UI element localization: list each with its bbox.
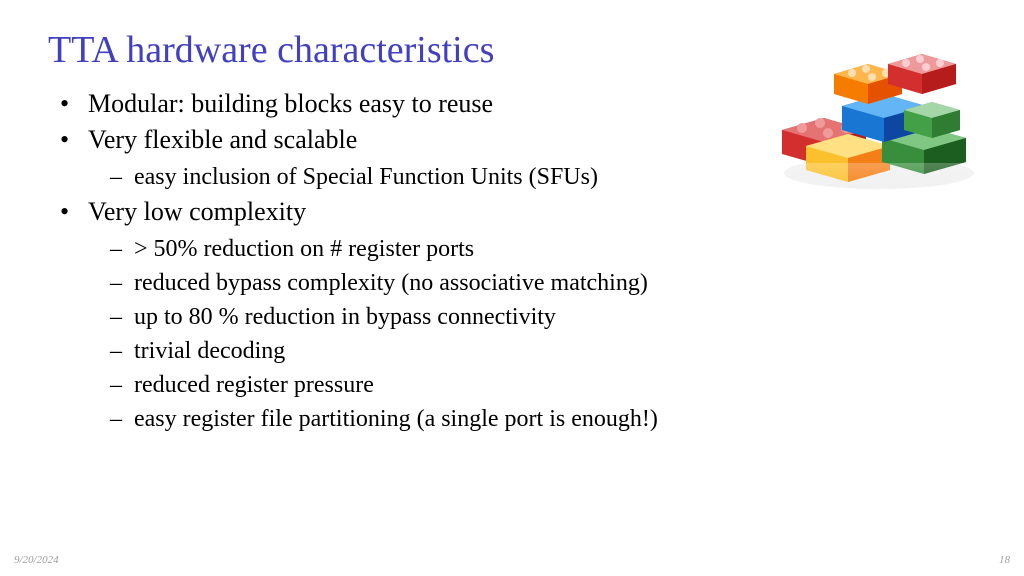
- bullet-text: Very low complexity: [88, 197, 306, 226]
- bullet-text: Very flexible and scalable: [88, 125, 357, 154]
- sub-text: reduced register pressure: [134, 372, 374, 398]
- sub-text: easy register file partitioning (a singl…: [134, 406, 658, 432]
- slide: TTA hardware characteristics Modular: bu…: [0, 0, 1024, 576]
- sub-item: trivial decoding: [110, 334, 976, 368]
- footer-page-number: 18: [999, 554, 1010, 566]
- sub-item-highlight: up to 80 % reduction in bypass connectiv…: [110, 300, 976, 334]
- footer-date: 9/20/2024: [14, 554, 59, 566]
- sub-item: reduced bypass complexity (no associativ…: [110, 266, 976, 300]
- sub-text: easy inclusion of Special Function Units…: [134, 164, 598, 190]
- sub-list: > 50% reduction on # register ports redu…: [88, 232, 976, 436]
- sub-text: reduced bypass complexity (no associativ…: [134, 270, 648, 296]
- lego-blocks-icon: [764, 28, 994, 198]
- sub-item: reduced register pressure: [110, 368, 976, 402]
- sub-text: > 50% reduction on # register ports: [134, 236, 474, 262]
- sub-item-highlight: > 50% reduction on # register ports: [110, 232, 976, 266]
- sub-item-highlight: easy register file partitioning (a singl…: [110, 402, 976, 436]
- sub-text: up to 80 % reduction in bypass connectiv…: [134, 304, 556, 330]
- sub-text: trivial decoding: [134, 338, 285, 364]
- bullet-item: Very low complexity > 50% reduction on #…: [60, 194, 976, 436]
- bullet-text: Modular: building blocks easy to reuse: [88, 89, 493, 118]
